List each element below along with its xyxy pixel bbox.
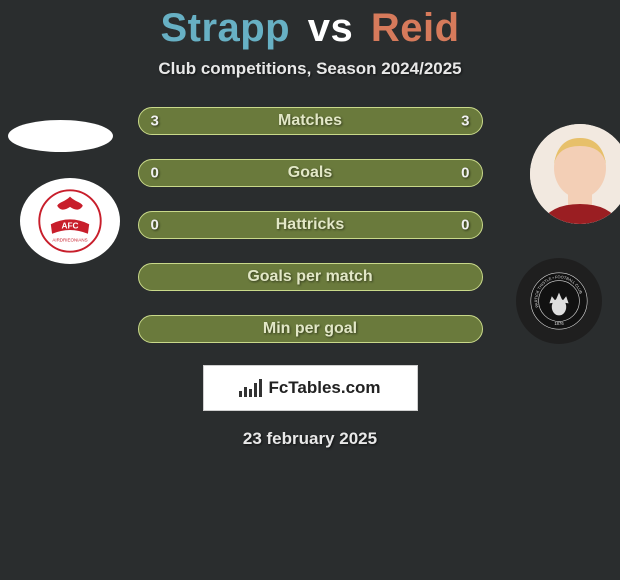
stat-right-value: 0 — [461, 165, 469, 182]
stat-label: Goals per match — [247, 268, 372, 286]
subtitle: Club competitions, Season 2024/2025 — [0, 59, 620, 79]
svg-text:AFC: AFC — [61, 221, 78, 231]
stat-left-value: 0 — [151, 165, 159, 182]
stat-row: 0 Goals 0 — [138, 159, 483, 187]
player2-name: Reid — [371, 6, 460, 50]
stats-container: 3 Matches 3 0 Goals 0 0 Hattricks 0 Goal… — [138, 107, 483, 343]
stat-right-value: 0 — [461, 217, 469, 234]
date-label: 23 february 2025 — [0, 429, 620, 449]
stat-label: Hattricks — [276, 216, 344, 234]
watermark-text: FcTables.com — [268, 378, 380, 398]
svg-text:1876: 1876 — [554, 321, 564, 326]
player2-club-badge: PARTICK THISTLE • FOOTBALL CLUB 1876 — [516, 258, 602, 344]
player1-name: Strapp — [160, 6, 290, 50]
svg-text:AIRDRIEONIANS: AIRDRIEONIANS — [52, 237, 87, 242]
stat-label: Goals — [288, 164, 332, 182]
stat-row: 3 Matches 3 — [138, 107, 483, 135]
vs-label: vs — [308, 6, 354, 50]
stat-right-value: 3 — [461, 113, 469, 130]
stat-row: Min per goal — [138, 315, 483, 343]
player2-avatar — [530, 124, 620, 224]
stat-row: 0 Hattricks 0 — [138, 211, 483, 239]
player2-face-icon — [530, 124, 620, 224]
afc-badge-icon: AFC AIRDRIEONIANS — [38, 189, 102, 253]
partick-thistle-badge-icon: PARTICK THISTLE • FOOTBALL CLUB 1876 — [529, 271, 589, 331]
stat-label: Min per goal — [263, 320, 357, 338]
bars-icon — [239, 379, 262, 397]
player1-avatar — [8, 120, 113, 152]
stat-label: Matches — [278, 112, 342, 130]
stat-row: Goals per match — [138, 263, 483, 291]
stat-left-value: 3 — [151, 113, 159, 130]
stat-left-value: 0 — [151, 217, 159, 234]
comparison-title: Strapp vs Reid — [0, 0, 620, 51]
player1-club-badge: AFC AIRDRIEONIANS — [20, 178, 120, 264]
watermark: FcTables.com — [203, 365, 418, 411]
